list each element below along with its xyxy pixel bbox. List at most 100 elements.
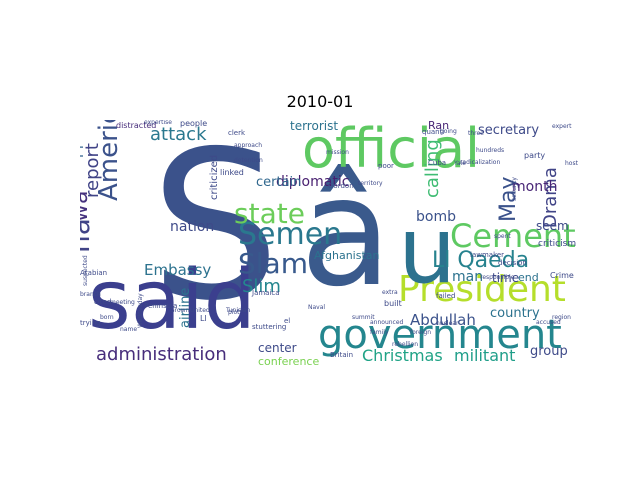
cloud-word: diplomatic (276, 174, 350, 190)
cloud-word: Ll (200, 314, 207, 323)
cloud-word: party (524, 151, 546, 160)
cloud-word: administration (96, 344, 227, 365)
cloud-word: Grown (170, 307, 190, 314)
cloud-word: conference (258, 355, 320, 368)
cloud-word: decision (498, 259, 527, 267)
cloud-word: Cuba (428, 159, 447, 167)
cloud-word: failed (436, 292, 456, 300)
cloud-word: terrorist (290, 120, 339, 133)
cloud-word: region (552, 314, 571, 321)
cloud-word: United (190, 307, 210, 314)
cloud-word: country (490, 306, 540, 321)
cloud-word: announced (370, 319, 404, 326)
cloud-word: certain (256, 175, 302, 190)
cloud-word: stuttering (252, 323, 287, 331)
cloud-word: Britain (330, 351, 354, 359)
cloud-word: family (370, 329, 389, 336)
cloud-word: mission (326, 149, 349, 156)
cloud-word: host (565, 160, 578, 167)
cloud-word: responsible (480, 274, 515, 281)
cloud-word: end (518, 271, 539, 284)
cloud-word: people (180, 120, 208, 128)
cloud-word: center (258, 341, 297, 355)
cloud-word: man (452, 269, 484, 285)
cloud-word: militant (454, 346, 516, 365)
cloud-word: poor (378, 162, 394, 170)
cloud-word: suspected (82, 255, 89, 286)
cloud-word: said (88, 253, 256, 348)
cloud-word: Arabian (80, 269, 108, 277)
cloud-word: expertise (144, 120, 172, 126)
cloud-word: Naval (308, 304, 326, 311)
cloud-word: meeting (110, 299, 135, 306)
cloud-word: foreign (410, 329, 432, 336)
cloud-word: Afghanistan (314, 249, 380, 262)
chart-title: 2010-01 (286, 92, 354, 111)
cloud-word: extra (382, 289, 398, 296)
cloud-word: â (300, 146, 392, 320)
cloud-word: time (492, 271, 520, 285)
cloud-word: Semen (238, 217, 343, 252)
cloud-word: state (234, 197, 305, 230)
cloud-word: report (82, 143, 103, 198)
cloud-word: S (150, 120, 281, 346)
cloud-word: summit (352, 314, 375, 321)
cloud-word: government (318, 312, 562, 358)
cloud-word: Wednesday (137, 293, 144, 328)
cloud-word: linked (220, 168, 244, 177)
cloud-word: Slim (242, 276, 281, 297)
cloud-word: territory (358, 180, 383, 187)
cloud-word: seem (536, 219, 569, 233)
cloud-word: el (284, 317, 291, 325)
cloud-word: accused (536, 319, 561, 326)
cloud-word: name (120, 326, 138, 333)
cloud-word: attack (150, 124, 207, 145)
cloud-word: secretary (478, 123, 540, 138)
cloud-word: ha (80, 218, 96, 253)
cloud-word: spent (494, 233, 511, 240)
cloud-word: branch (80, 291, 101, 298)
cloud-word: bomb (416, 209, 456, 225)
cloud-word: Yale (454, 160, 466, 167)
cloud-word: official (302, 120, 481, 180)
cloud-word: calling (422, 139, 443, 198)
cloud-word: Embassy (144, 261, 212, 279)
cloud-word: Ll Qaeda (432, 248, 530, 273)
cloud-word: distracted (116, 121, 157, 130)
cloud-word: hundreds (476, 147, 505, 154)
cloud-word: three (468, 130, 484, 137)
cloud-word: criticism (538, 239, 577, 249)
cloud-word: going (440, 128, 457, 135)
cloud-word: Crime (550, 271, 574, 280)
cloud-word: group (530, 344, 568, 359)
cloud-word: Slam (238, 247, 308, 280)
cloud-word: cited (94, 298, 112, 306)
cloud-word: month (512, 179, 558, 195)
cloud-word: radicalization (460, 159, 501, 166)
cloud-word: support (80, 120, 84, 174)
cloud-word: President (398, 269, 566, 310)
cloud-word: Tunisian (226, 307, 251, 314)
cloud-word: Gordon (328, 182, 354, 190)
cloud-word: quanti (422, 128, 445, 136)
cloud-word: Ran (428, 120, 450, 132)
cloud-word: born (100, 314, 114, 321)
cloud-word: rebellion (392, 341, 419, 348)
cloud-word: security (511, 177, 518, 201)
cloud-word: plot (228, 309, 240, 316)
cloud-word: Cement (450, 217, 576, 255)
cloud-word: nuclear (436, 320, 459, 327)
cloud-word: lawmaker (470, 251, 505, 259)
cloud-word: Abdullah (410, 311, 476, 329)
cloud-word: u (398, 197, 457, 304)
cloud-word: expert (552, 123, 572, 130)
cloud-word: built (384, 299, 402, 308)
cloud-word: Christmas (362, 346, 443, 365)
cloud-word: trying (80, 319, 101, 327)
cloud-word: clerk (228, 129, 246, 137)
cloud-word: Jamaica (252, 289, 280, 297)
cloud-word: Peninsula (144, 302, 178, 310)
cloud-word: nation (170, 219, 215, 235)
cloud-word: approach (234, 142, 263, 149)
